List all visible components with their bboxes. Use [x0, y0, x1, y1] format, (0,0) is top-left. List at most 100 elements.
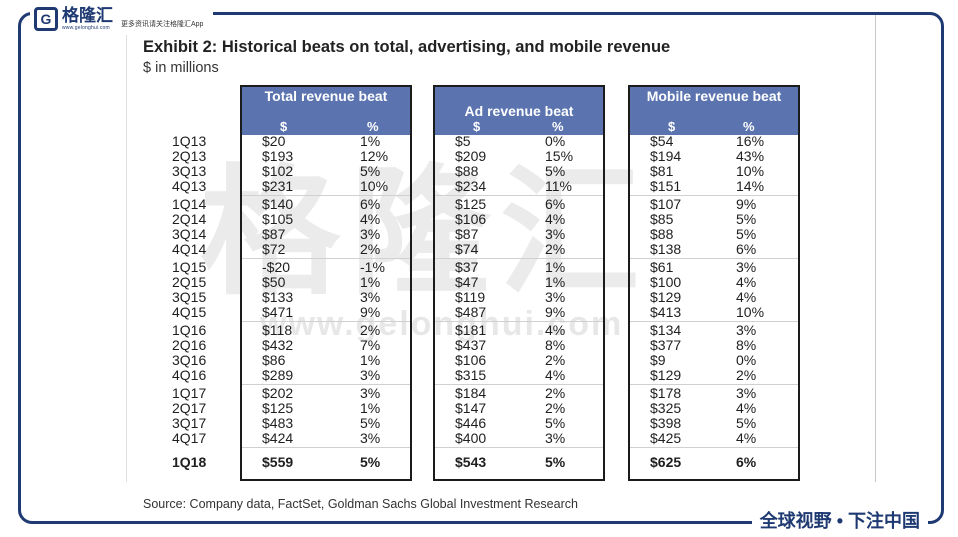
cell-dollar: $432 [262, 337, 294, 353]
cell-percent: 4% [360, 211, 381, 227]
cell-percent: 2% [736, 367, 757, 383]
cell-dollar: $125 [262, 400, 294, 416]
cell-percent: 9% [360, 304, 381, 320]
group-divider [630, 447, 798, 448]
cell-percent: 5% [545, 454, 566, 470]
unit-percent: % [552, 119, 564, 134]
cell-percent: 2% [545, 241, 566, 257]
cell-percent: 4% [545, 367, 566, 383]
column-header: Total revenue beat $% [242, 87, 410, 135]
cell-dollar: $325 [650, 400, 682, 416]
unit-dollar: $ [668, 119, 676, 134]
group-divider [242, 447, 410, 448]
cell-dollar: $102 [262, 163, 294, 179]
cell-percent: 7% [360, 337, 381, 353]
quarter-label: 2Q14 [172, 211, 207, 227]
cell-percent: 5% [545, 415, 566, 431]
unit-dollar: $ [280, 119, 288, 134]
cell-dollar: $194 [650, 148, 682, 164]
cell-percent: 6% [736, 241, 757, 257]
column-box-1: Total revenue beat $% [240, 85, 412, 481]
exhibit-subtitle: $ in millions [143, 60, 219, 76]
source-note: Source: Company data, FactSet, Goldman S… [143, 497, 578, 511]
cell-dollar: $424 [262, 430, 294, 446]
quarter-label: 1Q18 [172, 454, 207, 470]
cell-dollar: $9 [650, 352, 666, 368]
brand-name: 格隆汇 [62, 6, 113, 25]
page-frame [18, 12, 944, 524]
cell-percent: 3% [360, 289, 381, 305]
cell-percent: 5% [736, 415, 757, 431]
quarter-label: 4Q17 [172, 430, 207, 446]
cell-dollar: $88 [455, 163, 479, 179]
unit-percent: % [743, 119, 755, 134]
quarter-label: 4Q16 [172, 367, 207, 383]
quarter-label: 1Q16 [172, 322, 207, 338]
group-divider [630, 321, 798, 322]
quarter-label: 2Q15 [172, 274, 207, 290]
cell-dollar: $119 [455, 289, 486, 305]
group-divider [242, 195, 410, 196]
group-divider [435, 384, 603, 385]
cell-percent: 3% [360, 430, 381, 446]
cell-dollar: $107 [650, 196, 682, 212]
cell-dollar: $54 [650, 133, 674, 149]
cell-percent: 3% [360, 226, 381, 242]
cell-dollar: $202 [262, 385, 294, 401]
cell-dollar: $86 [262, 352, 286, 368]
quarter-label: 3Q15 [172, 289, 207, 305]
cell-dollar: $105 [262, 211, 294, 227]
cell-percent: 4% [545, 322, 566, 338]
cell-dollar: $106 [455, 352, 487, 368]
cell-percent: -1% [360, 259, 385, 275]
cell-percent: 1% [360, 133, 381, 149]
cell-percent: 0% [736, 352, 757, 368]
cell-percent: 4% [736, 289, 757, 305]
cell-percent: 14% [736, 178, 765, 194]
cell-percent: 5% [360, 454, 381, 470]
cell-percent: 3% [545, 289, 566, 305]
cell-dollar: $315 [455, 367, 487, 383]
quarter-label: 3Q14 [172, 226, 207, 242]
cell-percent: 5% [360, 415, 381, 431]
group-divider [630, 258, 798, 259]
quarter-label: 4Q14 [172, 241, 207, 257]
cell-dollar: $140 [262, 196, 294, 212]
cell-dollar: $134 [650, 322, 682, 338]
cell-dollar: $234 [455, 178, 487, 194]
logo-text: 格隆汇 www.gelonghui.com [62, 6, 113, 32]
cell-dollar: $81 [650, 163, 674, 179]
cell-percent: 5% [736, 211, 757, 227]
cell-dollar: $559 [262, 454, 294, 470]
quarter-label: 3Q13 [172, 163, 207, 179]
cell-dollar: $50 [262, 274, 286, 290]
cell-dollar: $425 [650, 430, 682, 446]
cell-dollar: $231 [262, 178, 294, 194]
cell-dollar: $151 [650, 178, 682, 194]
group-divider [242, 258, 410, 259]
quarter-label: 4Q15 [172, 304, 207, 320]
cell-percent: 43% [736, 148, 765, 164]
cell-percent: 12% [360, 148, 389, 164]
cell-dollar: $85 [650, 211, 674, 227]
quarter-label: 3Q17 [172, 415, 207, 431]
group-divider [435, 195, 603, 196]
cell-dollar: $47 [455, 274, 479, 290]
cell-percent: 4% [736, 400, 757, 416]
quarter-label: 3Q16 [172, 352, 207, 368]
cell-percent: 2% [360, 322, 381, 338]
cell-percent: 10% [736, 163, 765, 179]
cell-dollar: -$20 [262, 259, 291, 275]
cell-dollar: $72 [262, 241, 286, 257]
cell-percent: 6% [360, 196, 381, 212]
cell-dollar: $87 [262, 226, 286, 242]
cell-dollar: $471 [262, 304, 294, 320]
exhibit-title: Exhibit 2: Historical beats on total, ad… [143, 38, 671, 56]
cell-dollar: $184 [455, 385, 487, 401]
cell-dollar: $487 [455, 304, 487, 320]
cell-percent: 1% [545, 274, 566, 290]
cell-dollar: $209 [455, 148, 487, 164]
cell-dollar: $61 [650, 259, 674, 275]
column-header: Mobile revenue beat $% [630, 87, 798, 135]
quarter-label: 2Q16 [172, 337, 207, 353]
